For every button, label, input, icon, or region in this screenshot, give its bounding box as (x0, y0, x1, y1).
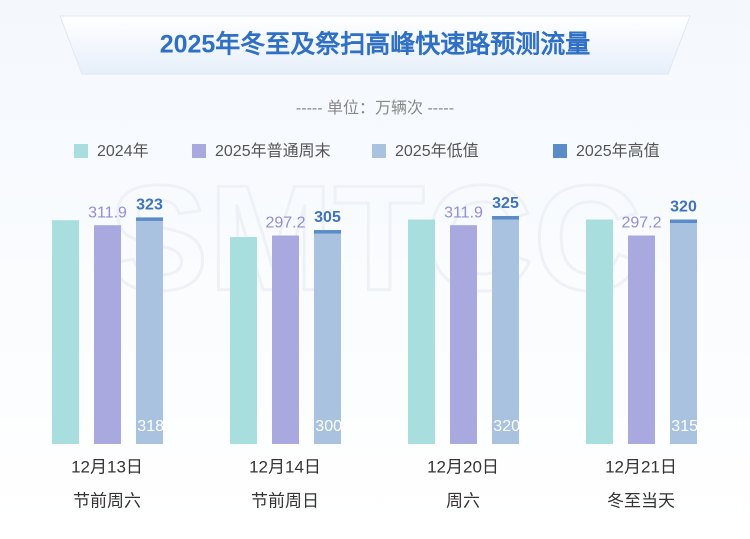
watermark: SMTCC (108, 154, 641, 322)
bar (450, 225, 477, 444)
legend-label: 2025年高值 (576, 142, 660, 160)
value-label: 323 (136, 197, 163, 214)
bar (136, 220, 163, 444)
value-label: 320 (670, 199, 697, 216)
value-label: 311.9 (444, 204, 483, 221)
x-tick-label: 12月13日 (71, 457, 143, 476)
bar (52, 220, 79, 444)
x-tick-label: 12月14日 (249, 457, 321, 476)
x-tick-label: 12月20日 (427, 457, 499, 476)
value-label: 315 (671, 418, 698, 435)
value-label: 318 (137, 418, 164, 435)
x-tick-sublabel: 冬至当天 (607, 491, 675, 510)
value-label: 311.9 (88, 204, 127, 221)
legend-label: 2025年普通周末 (215, 142, 331, 160)
value-label: 300 (315, 418, 342, 435)
x-tick-sublabel: 节前周日 (251, 491, 319, 510)
legend-swatch (74, 144, 88, 158)
value-label: 320 (493, 418, 520, 435)
bar (670, 223, 697, 444)
value-label: 297.2 (265, 215, 305, 232)
value-label: 325 (492, 195, 519, 212)
legend-swatch (192, 144, 206, 158)
value-label: 297.2 (621, 215, 661, 232)
bar (94, 225, 121, 444)
x-tick-label: 12月21日 (605, 457, 677, 476)
bar (408, 219, 435, 444)
value-label: 305 (314, 209, 341, 226)
title-banner (59, 15, 691, 75)
legend-label: 2024年 (97, 142, 149, 160)
bar (230, 237, 257, 444)
legend-swatch (372, 144, 386, 158)
x-tick-sublabel: 周六 (446, 491, 480, 510)
bar (272, 235, 299, 444)
bar (586, 219, 613, 444)
bar (628, 235, 655, 444)
legend-label: 2025年低值 (395, 142, 479, 160)
legend-swatch (553, 144, 567, 158)
x-tick-sublabel: 节前周六 (73, 491, 141, 510)
bar (492, 219, 519, 444)
chart-title: 2025年冬至及祭扫高峰快速路预测流量 (160, 30, 591, 59)
bar (314, 233, 341, 444)
chart-subtitle: ----- 单位：万辆次 ----- (296, 99, 454, 117)
